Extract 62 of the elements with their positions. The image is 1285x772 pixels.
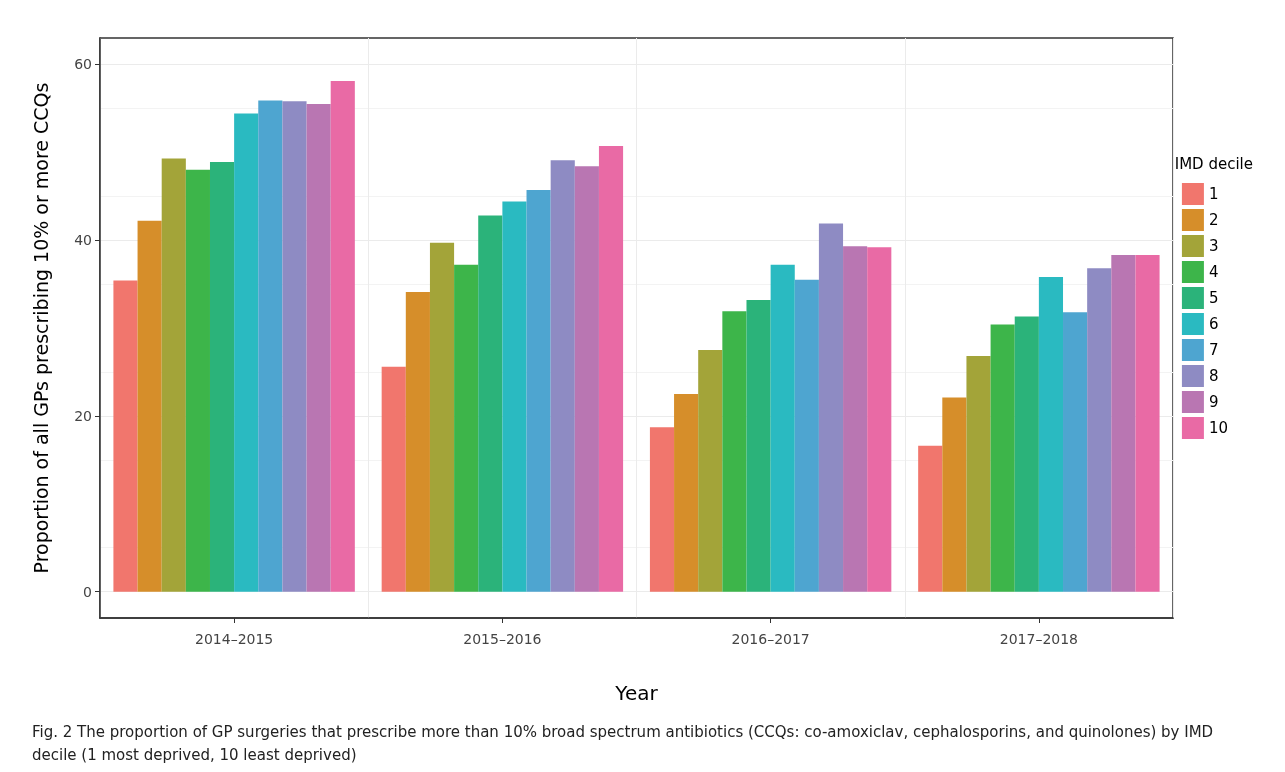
bar [306, 103, 331, 592]
bar [598, 146, 624, 592]
bar [698, 349, 723, 592]
y-tick-label: 60 [74, 56, 92, 73]
bar [478, 215, 503, 592]
x-tick-label: 2016–2017 [731, 631, 810, 647]
x-tick-label: 2015–2016 [463, 631, 542, 647]
bar [818, 223, 844, 592]
caption: Fig. 2 The proportion of GP surgeries that prescribe more than 10% broad spectrum antibiotics (CCQs: co-amoxiclav, cephalosporins, and quinolones) by IMD decile (1 most deprived, 10 least deprived) [32, 722, 1218, 764]
bar [867, 247, 892, 592]
legend-label: 1 [1208, 185, 1219, 203]
legend-label: 7 [1208, 341, 1219, 359]
bar [794, 279, 819, 592]
legend-label: 4 [1208, 263, 1219, 281]
legend-label: 2 [1208, 211, 1219, 229]
bar [746, 299, 771, 592]
bar [1087, 268, 1112, 592]
legend-label: 9 [1208, 393, 1219, 411]
bar [454, 264, 479, 592]
legend-label: 6 [1208, 315, 1219, 333]
bar [282, 101, 307, 592]
bar [1014, 316, 1039, 592]
bar [526, 190, 551, 592]
bar [1135, 255, 1160, 592]
bar [550, 160, 575, 592]
bar [405, 291, 430, 592]
legend-label: 8 [1208, 367, 1219, 385]
bar [722, 311, 747, 592]
bar [429, 242, 455, 592]
bar [674, 393, 699, 592]
bar [843, 246, 868, 592]
bar [990, 324, 1015, 592]
bar [1038, 277, 1064, 592]
bar [502, 201, 527, 592]
bar [770, 264, 795, 592]
bar [966, 356, 991, 592]
bar [330, 81, 355, 592]
legend-label: 5 [1208, 289, 1219, 307]
bar [209, 161, 235, 592]
bar [381, 366, 406, 592]
x-tick-label: 2014–2015 [194, 631, 274, 647]
legend-label: 10 [1208, 419, 1229, 437]
bar [1063, 312, 1088, 592]
y-tick-label: 20 [74, 407, 92, 424]
x-axis-title: Year [614, 681, 659, 705]
bar [258, 100, 283, 592]
bar [234, 113, 259, 592]
bar [161, 158, 186, 592]
bar [137, 220, 162, 592]
legend-title: IMD decile [1174, 154, 1254, 173]
bar [574, 166, 599, 592]
y-axis-title: Proportion of all GPs prescribing 10% or more CCQs [29, 82, 52, 574]
bar [942, 397, 967, 592]
bar [918, 445, 943, 592]
y-tick-label: 0 [83, 583, 92, 600]
legend-label: 3 [1208, 237, 1219, 255]
bar [1111, 255, 1136, 592]
y-tick-label: 40 [74, 232, 92, 249]
bar [185, 169, 210, 592]
x-tick-label: 2017–2018 [999, 631, 1079, 647]
bar [113, 280, 138, 592]
bar [649, 427, 675, 592]
